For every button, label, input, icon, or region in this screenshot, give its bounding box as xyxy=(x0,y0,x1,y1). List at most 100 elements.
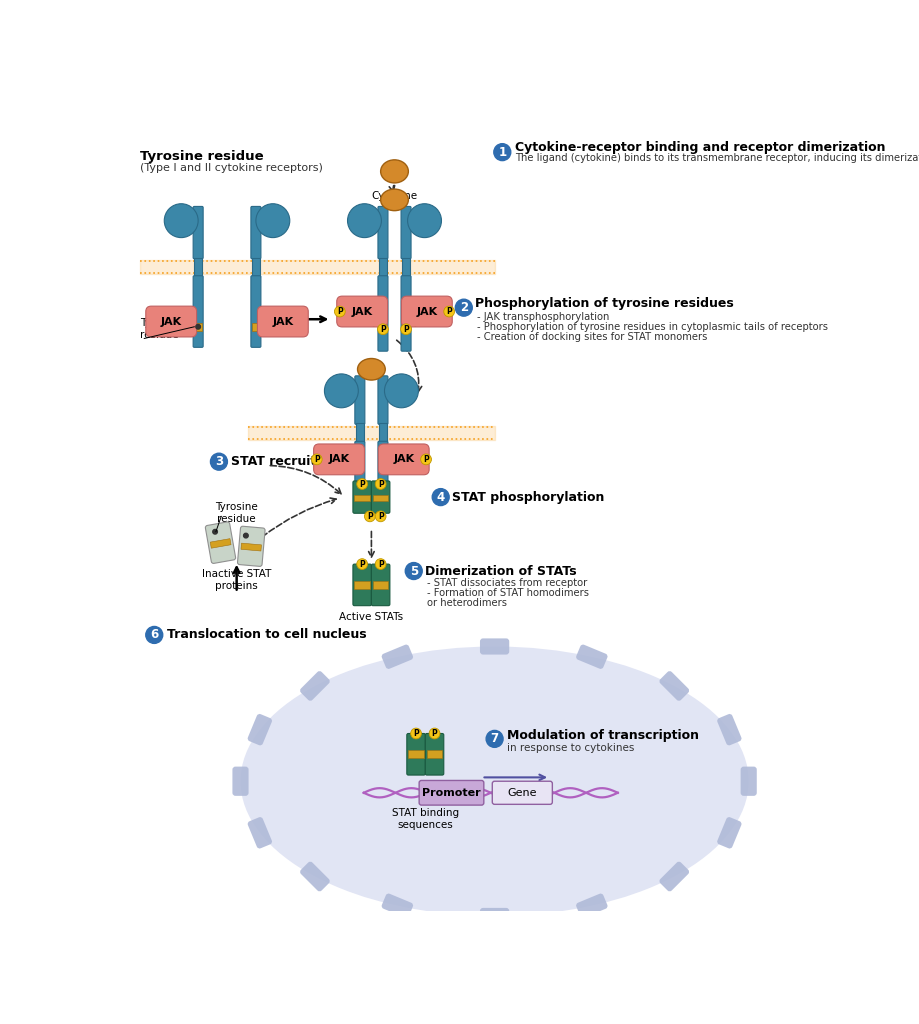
FancyBboxPatch shape xyxy=(492,781,551,804)
Circle shape xyxy=(357,478,368,489)
Text: P: P xyxy=(378,512,383,521)
Bar xyxy=(402,258,410,276)
Text: - Phosphorylation of tyrosine residues in cytoplasmic tails of receptors: - Phosphorylation of tyrosine residues i… xyxy=(476,322,827,332)
FancyBboxPatch shape xyxy=(233,767,248,796)
Circle shape xyxy=(443,306,454,316)
Text: 1: 1 xyxy=(498,145,505,159)
Text: P: P xyxy=(431,729,437,738)
Bar xyxy=(356,423,363,442)
FancyBboxPatch shape xyxy=(419,780,483,805)
Circle shape xyxy=(375,511,386,522)
Circle shape xyxy=(384,374,418,408)
FancyBboxPatch shape xyxy=(205,522,235,563)
FancyBboxPatch shape xyxy=(575,894,607,918)
Text: Tyrosine residue: Tyrosine residue xyxy=(141,150,264,163)
Circle shape xyxy=(335,306,345,316)
Ellipse shape xyxy=(357,358,385,380)
Text: P: P xyxy=(423,455,428,464)
Text: Dimerization of STATs: Dimerization of STATs xyxy=(425,564,576,578)
Bar xyxy=(379,327,386,333)
Text: 3: 3 xyxy=(215,456,222,468)
Circle shape xyxy=(145,627,163,643)
Text: Promoter: Promoter xyxy=(422,787,481,798)
Text: Modulation of transcription: Modulation of transcription xyxy=(506,729,698,742)
Text: JAK: JAK xyxy=(328,455,349,464)
Circle shape xyxy=(407,204,441,238)
Text: Gene: Gene xyxy=(507,787,537,798)
Text: P: P xyxy=(359,479,365,488)
FancyBboxPatch shape xyxy=(480,908,509,924)
Circle shape xyxy=(375,559,386,569)
Circle shape xyxy=(244,534,248,538)
FancyBboxPatch shape xyxy=(353,564,371,605)
Circle shape xyxy=(410,728,421,739)
Text: JAK: JAK xyxy=(415,306,437,316)
Text: JAK: JAK xyxy=(161,316,182,327)
FancyBboxPatch shape xyxy=(378,441,388,505)
FancyBboxPatch shape xyxy=(378,275,388,351)
Text: in response to cytokines: in response to cytokines xyxy=(506,743,633,753)
Circle shape xyxy=(347,204,381,238)
Ellipse shape xyxy=(380,189,408,211)
FancyBboxPatch shape xyxy=(257,306,308,337)
Text: P: P xyxy=(378,479,383,488)
Circle shape xyxy=(432,488,448,506)
FancyBboxPatch shape xyxy=(355,376,365,424)
Bar xyxy=(210,539,231,548)
Text: P: P xyxy=(446,307,451,316)
Text: Tyrosine
residue: Tyrosine residue xyxy=(215,503,257,524)
Bar xyxy=(252,323,259,331)
FancyBboxPatch shape xyxy=(300,861,330,892)
Circle shape xyxy=(324,374,357,408)
Text: JAK: JAK xyxy=(272,316,293,327)
Circle shape xyxy=(165,204,198,238)
Text: 2: 2 xyxy=(460,301,468,314)
Bar xyxy=(408,751,424,758)
FancyBboxPatch shape xyxy=(659,861,688,892)
FancyBboxPatch shape xyxy=(247,714,272,745)
Text: P: P xyxy=(367,512,372,521)
FancyBboxPatch shape xyxy=(247,817,272,849)
Circle shape xyxy=(311,454,322,465)
Text: P: P xyxy=(378,559,383,568)
FancyBboxPatch shape xyxy=(251,207,261,259)
Text: Tyrosine
residue: Tyrosine residue xyxy=(141,318,183,340)
Circle shape xyxy=(196,325,200,329)
Text: Phosphorylation of tyrosine residues: Phosphorylation of tyrosine residues xyxy=(475,297,733,309)
Ellipse shape xyxy=(380,160,408,183)
Text: Active STATs: Active STATs xyxy=(339,611,403,622)
Text: 4: 4 xyxy=(437,490,445,504)
Circle shape xyxy=(401,324,411,335)
Circle shape xyxy=(494,143,510,161)
Text: P: P xyxy=(413,729,418,738)
Circle shape xyxy=(375,478,386,489)
FancyBboxPatch shape xyxy=(659,671,688,700)
Text: P: P xyxy=(359,559,365,568)
FancyBboxPatch shape xyxy=(193,275,203,347)
Text: P: P xyxy=(403,325,408,334)
FancyBboxPatch shape xyxy=(193,207,203,259)
FancyBboxPatch shape xyxy=(313,444,364,475)
Text: P: P xyxy=(336,307,343,316)
Circle shape xyxy=(405,562,422,580)
Ellipse shape xyxy=(240,646,748,916)
Text: - JAK transphosphorylation: - JAK transphosphorylation xyxy=(476,312,608,322)
FancyBboxPatch shape xyxy=(381,894,413,918)
Circle shape xyxy=(455,299,471,316)
Bar xyxy=(241,543,261,551)
Text: (Type I and II cytokine receptors): (Type I and II cytokine receptors) xyxy=(141,163,323,173)
FancyBboxPatch shape xyxy=(401,275,411,351)
Text: Cytokine: Cytokine xyxy=(371,190,417,201)
Bar xyxy=(372,495,388,501)
Bar xyxy=(402,327,410,333)
Circle shape xyxy=(428,728,439,739)
FancyBboxPatch shape xyxy=(378,207,388,259)
Bar xyxy=(426,751,442,758)
Circle shape xyxy=(364,511,375,522)
Circle shape xyxy=(212,529,217,535)
FancyBboxPatch shape xyxy=(145,306,197,337)
Text: Inactive STAT
proteins: Inactive STAT proteins xyxy=(202,569,271,591)
Text: Translocation to cell nucleus: Translocation to cell nucleus xyxy=(166,629,366,641)
FancyBboxPatch shape xyxy=(575,644,607,669)
Bar xyxy=(379,423,386,442)
